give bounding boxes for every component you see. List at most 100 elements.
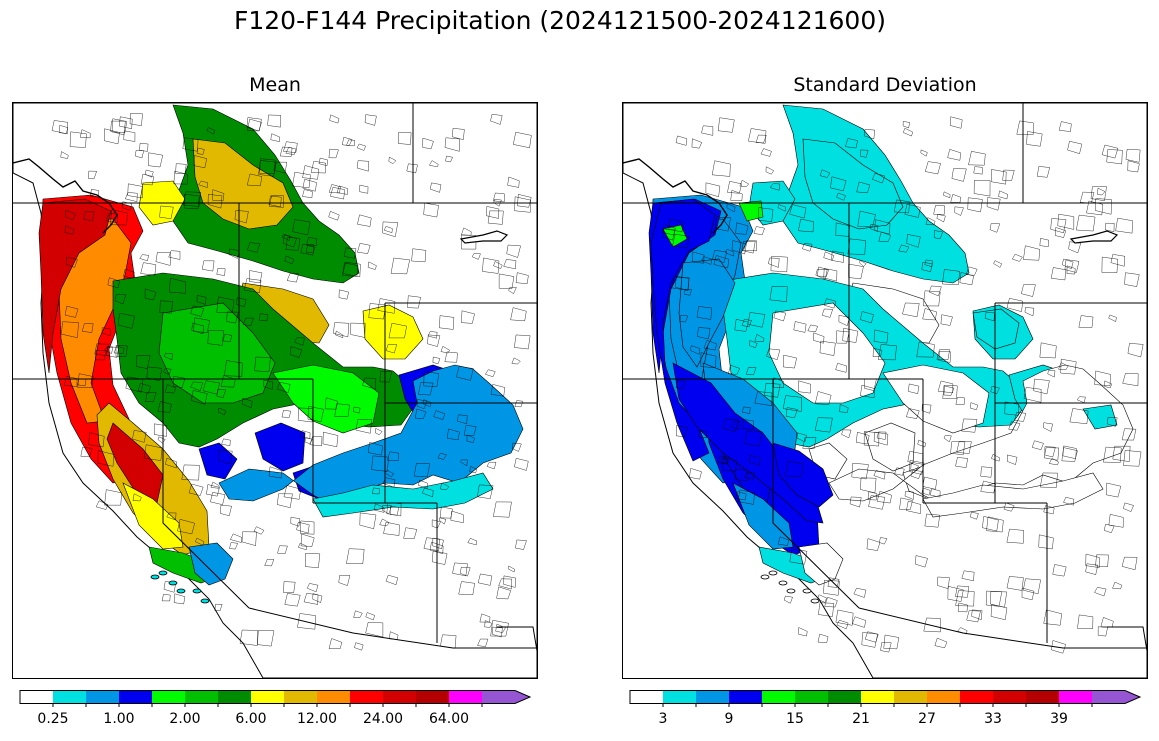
sub-basin-boundary	[421, 487, 434, 498]
sub-basin-boundary	[1048, 458, 1059, 466]
sub-basin-boundary	[431, 519, 441, 529]
sub-basin-boundary	[493, 261, 503, 269]
sub-basin-boundary	[713, 255, 730, 269]
sub-basin-boundary	[689, 468, 702, 480]
sub-basin-boundary	[1038, 534, 1054, 550]
island	[176, 588, 186, 594]
sub-basin-boundary	[852, 616, 866, 628]
sub-basin-boundary	[165, 384, 177, 394]
sub-basin-boundary	[1121, 556, 1138, 571]
sub-basin-boundary	[222, 334, 233, 342]
colorbar-bin	[383, 690, 416, 704]
sub-basin-boundary	[175, 163, 187, 174]
sub-basin-boundary	[856, 431, 870, 445]
sub-basin-boundary	[193, 155, 207, 169]
panel-title-std: Standard Deviation	[793, 74, 977, 96]
sub-basin-boundary	[457, 414, 468, 425]
sub-basin-boundary	[429, 160, 439, 168]
sub-basin-boundary	[88, 432, 105, 448]
sub-basin-boundary	[676, 380, 686, 390]
sub-basin-boundary	[117, 312, 135, 329]
sub-basin-boundary	[346, 139, 355, 147]
sub-basin-boundary	[411, 248, 427, 263]
sub-basin-boundary	[210, 481, 220, 489]
sub-basin-boundary	[413, 463, 430, 477]
colorbar-bin	[663, 690, 696, 704]
sub-basin-boundary	[385, 574, 399, 586]
sub-basin-boundary	[493, 501, 512, 518]
sub-basin-boundary	[430, 182, 442, 193]
sub-basin-boundary	[857, 210, 876, 227]
sub-basin-boundary	[860, 384, 875, 399]
sub-basin-boundary	[312, 593, 323, 603]
sub-basin-boundary	[182, 191, 201, 207]
sub-basin-boundary	[744, 471, 755, 480]
sub-basin-boundary	[193, 317, 210, 334]
sub-basin-boundary	[712, 250, 728, 263]
island	[786, 588, 796, 594]
sub-basin-boundary	[777, 204, 786, 212]
sub-basin-boundary	[514, 458, 529, 471]
island	[192, 588, 202, 594]
sub-basin-boundary	[955, 585, 970, 598]
sub-basin-boundary	[383, 521, 400, 536]
basin-region	[732, 482, 794, 550]
sub-basin-boundary	[80, 446, 93, 458]
sub-basin-boundary	[773, 377, 784, 389]
sub-basin-boundary	[928, 285, 942, 297]
sub-basin-boundary	[230, 533, 243, 543]
sub-basin-boundary	[961, 418, 978, 433]
sub-basin-boundary	[1057, 213, 1075, 230]
sub-basin-boundary	[292, 219, 311, 236]
sub-basin-boundary	[159, 300, 173, 314]
sub-basin-boundary	[416, 399, 428, 409]
sub-basin-boundary	[1039, 238, 1050, 247]
sub-basin-boundary	[259, 158, 276, 174]
sub-basin-boundary	[216, 296, 235, 313]
sub-basin-boundary	[1123, 502, 1134, 512]
sub-basin-boundary	[878, 231, 892, 242]
sub-basin-boundary	[798, 627, 808, 637]
sub-basin-boundary	[910, 462, 919, 471]
sub-basin-boundary	[305, 245, 316, 254]
sub-basin-boundary	[956, 441, 972, 454]
sub-basin-boundary	[490, 620, 509, 637]
mean-colorbar-label: 64.00	[428, 711, 470, 727]
std-colorbar	[629, 689, 1142, 707]
sub-basin-boundary	[350, 322, 366, 338]
sub-basin-boundary	[286, 273, 299, 283]
sub-basin-boundary	[444, 137, 460, 152]
sub-basin-boundary	[1033, 378, 1050, 395]
sub-basin-boundary	[246, 173, 262, 186]
sub-basin-boundary	[503, 575, 516, 588]
sub-basin-boundary	[328, 211, 340, 221]
sub-basin-boundary	[439, 315, 455, 330]
sub-basin-boundary	[867, 491, 878, 501]
sub-basin-boundary	[249, 270, 263, 284]
sub-basin-boundary	[356, 160, 369, 172]
mean-colorbar	[19, 689, 532, 707]
sub-basin-boundary	[136, 355, 151, 369]
sub-basin-boundary	[936, 214, 946, 223]
colorbar-bin	[218, 690, 251, 704]
sub-basin-boundary	[830, 176, 847, 192]
sub-basin-boundary	[1023, 387, 1042, 403]
sub-basin-boundary	[789, 548, 808, 565]
sub-basin-boundary	[344, 247, 357, 259]
sub-basin-boundary	[382, 504, 392, 515]
sub-basin-boundary	[336, 185, 349, 195]
sub-basin-boundary	[863, 431, 880, 447]
sub-basin-boundary	[290, 346, 303, 358]
sub-basin-boundary	[802, 437, 817, 449]
sub-basin-boundary	[191, 322, 204, 335]
sub-basin-boundary	[1127, 160, 1140, 173]
sub-basin-boundary	[722, 457, 738, 472]
border-line	[497, 626, 537, 652]
sub-basin-boundary	[247, 118, 262, 132]
sub-basin-boundary	[937, 576, 950, 589]
sub-basin-boundary	[477, 573, 493, 586]
sub-basin-boundary	[144, 169, 154, 178]
sub-basin-boundary	[283, 581, 296, 593]
sub-basin-boundary	[1063, 496, 1075, 506]
sub-basin-boundary	[243, 278, 262, 293]
